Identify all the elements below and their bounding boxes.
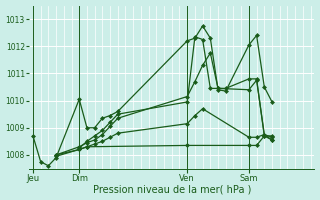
X-axis label: Pression niveau de la mer( hPa ): Pression niveau de la mer( hPa ) bbox=[92, 184, 251, 194]
